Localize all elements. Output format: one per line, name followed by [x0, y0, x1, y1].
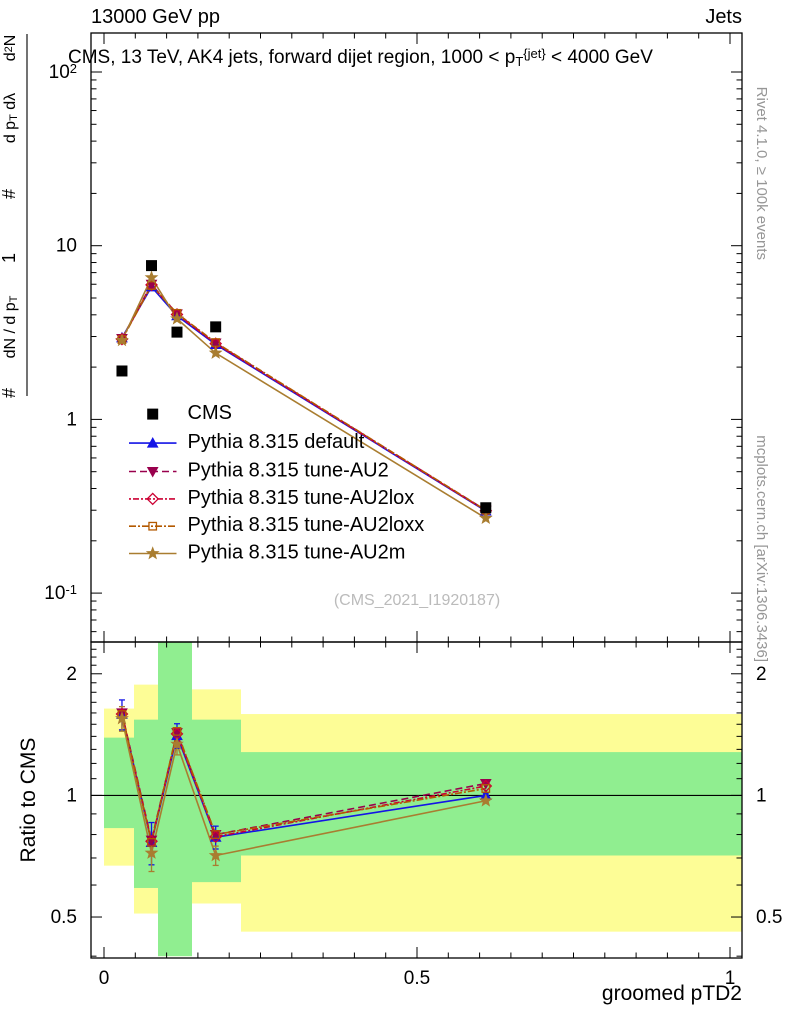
svg-text:10: 10	[56, 236, 77, 257]
svg-text:2: 2	[756, 664, 767, 685]
svg-text:dN / d pT: dN / d pT	[2, 295, 20, 358]
svg-text:Pythia 8.315 tune-AU2: Pythia 8.315 tune-AU2	[188, 460, 389, 482]
svg-text:1: 1	[756, 785, 767, 806]
svg-text:groomed pTD2: groomed pTD2	[602, 982, 742, 1005]
svg-text:(CMS_2021_I1920187): (CMS_2021_I1920187)	[334, 592, 500, 609]
svg-text:2: 2	[66, 664, 77, 685]
svg-text:1: 1	[0, 253, 19, 263]
svg-text:mcplots.cern.ch [arXiv:1306.34: mcplots.cern.ch [arXiv:1306.3436]	[753, 435, 770, 662]
svg-text:#: #	[0, 388, 19, 398]
svg-text:Rivet 4.1.0, ≥ 100k events: Rivet 4.1.0, ≥ 100k events	[753, 87, 770, 260]
svg-text:Jets: Jets	[705, 6, 742, 28]
svg-text:Pythia 8.315 default: Pythia 8.315 default	[188, 431, 365, 453]
svg-text:Pythia 8.315 tune-AU2lox: Pythia 8.315 tune-AU2lox	[188, 487, 415, 509]
svg-text:0.5: 0.5	[51, 907, 77, 928]
svg-text:0.5: 0.5	[756, 907, 782, 928]
svg-text:Ratio to CMS: Ratio to CMS	[17, 738, 40, 863]
svg-text:1: 1	[66, 785, 77, 806]
svg-text:Pythia 8.315 tune-AU2m: Pythia 8.315 tune-AU2m	[188, 542, 406, 564]
svg-text:13000 GeV pp: 13000 GeV pp	[91, 6, 220, 28]
svg-text:0: 0	[99, 968, 110, 989]
svg-text:0.5: 0.5	[404, 968, 430, 989]
svg-text:Pythia 8.315 tune-AU2loxx: Pythia 8.315 tune-AU2loxx	[188, 514, 425, 536]
svg-text:#: #	[0, 189, 19, 199]
svg-text:CMS, 13 TeV, AK4 jets, forward: CMS, 13 TeV, AK4 jets, forward dijet reg…	[68, 46, 653, 69]
svg-text:CMS: CMS	[188, 402, 232, 424]
svg-text:1: 1	[66, 409, 77, 430]
